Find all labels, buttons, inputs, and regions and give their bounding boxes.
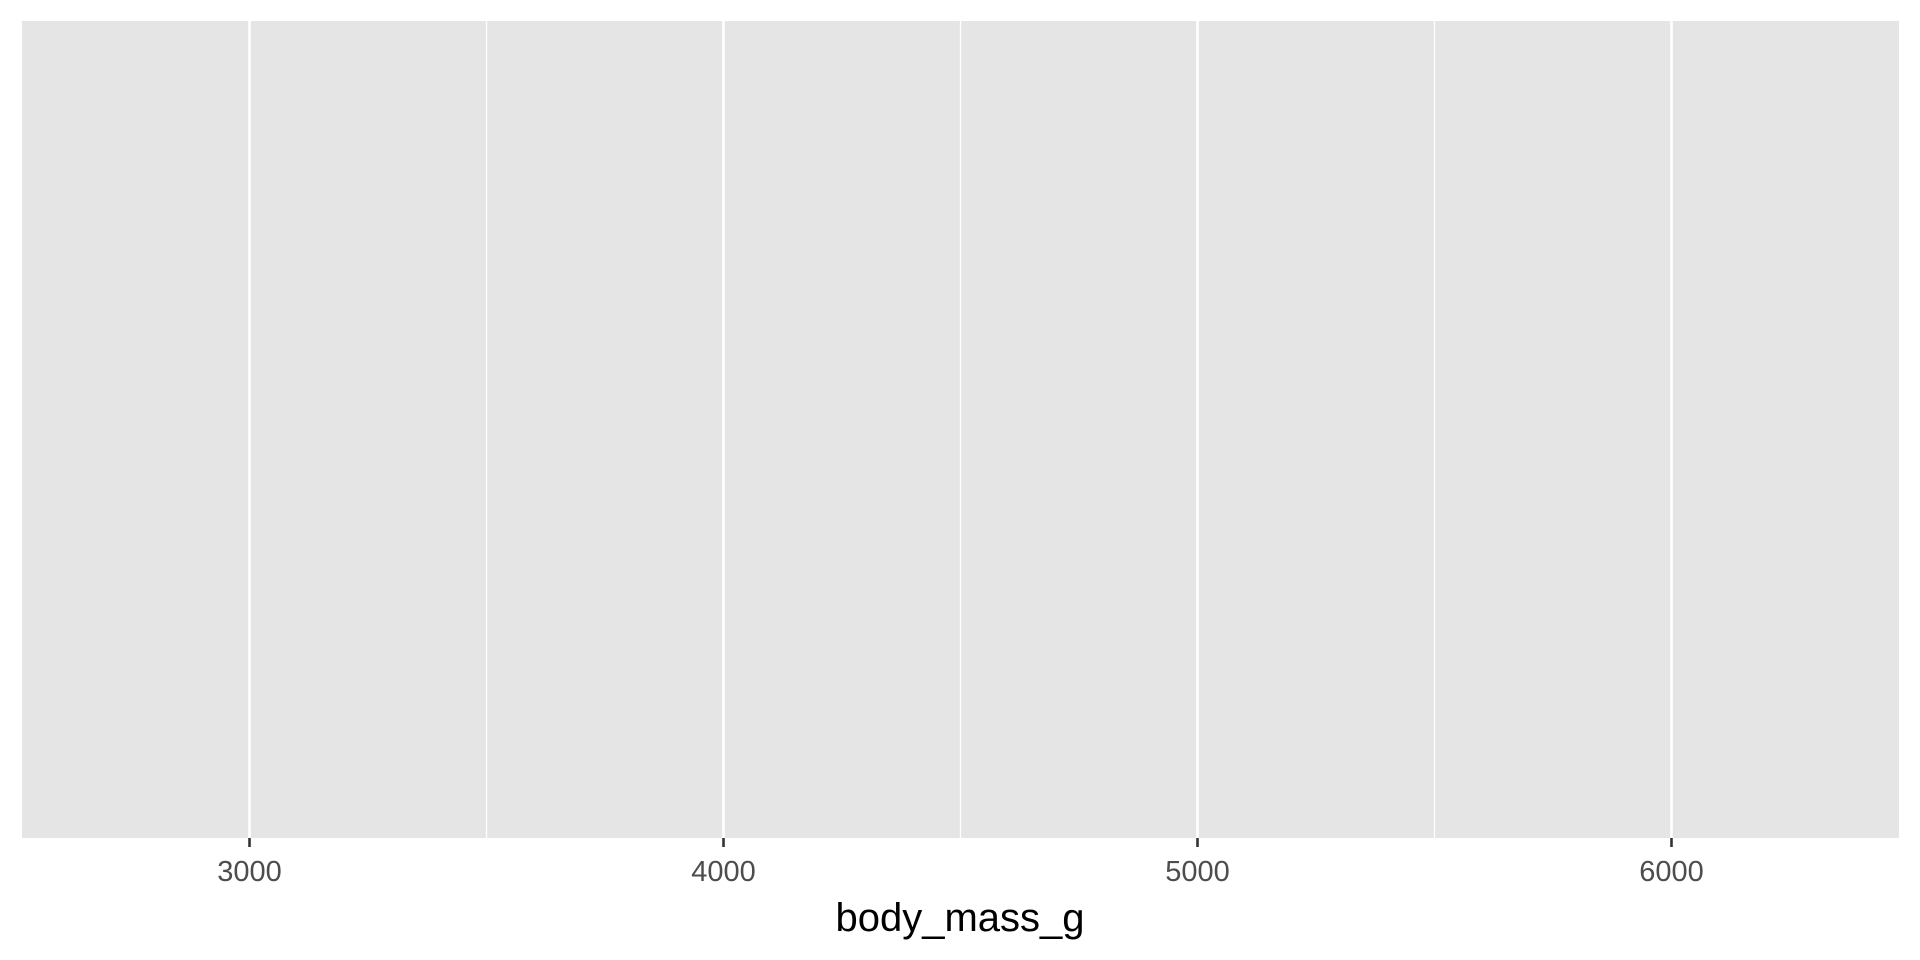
x-axis-tick-labels: 3000 4000 5000 6000 — [217, 856, 1703, 888]
x-tick-label: 6000 — [1639, 856, 1704, 888]
x-tick-label: 4000 — [691, 856, 756, 888]
x-axis-ticks — [248, 838, 1673, 847]
x-tick-label: 3000 — [217, 856, 282, 888]
x-tick-label: 5000 — [1165, 856, 1230, 888]
x-axis-title: body_mass_g — [835, 896, 1084, 940]
major-grid — [248, 21, 1673, 838]
minor-grid — [485, 21, 1436, 838]
